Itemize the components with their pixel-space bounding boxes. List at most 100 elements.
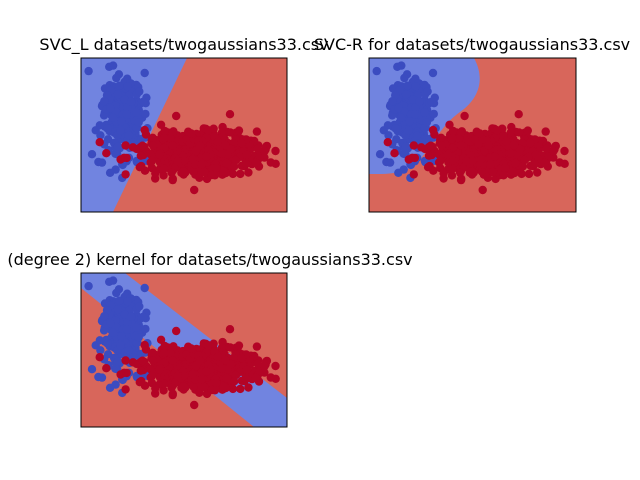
point-class1 [159, 171, 168, 180]
point-class0 [112, 288, 121, 298]
point-class0 [106, 103, 115, 113]
point-class1 [156, 120, 166, 129]
point-class1 [213, 352, 222, 361]
point-class1 [475, 129, 484, 138]
point-class0 [97, 158, 107, 167]
point-class1 [102, 149, 111, 158]
point-class1 [271, 374, 280, 383]
point-class0 [138, 97, 148, 107]
point-class1 [404, 155, 413, 164]
point-class1 [251, 373, 261, 382]
point-class0 [400, 73, 409, 83]
point-class1 [253, 359, 262, 369]
point-class1 [159, 133, 169, 143]
point-class1 [151, 169, 160, 178]
point-class1 [173, 371, 182, 381]
point-class0 [410, 110, 420, 119]
point-class1 [179, 167, 188, 176]
point-class0 [123, 103, 132, 112]
point-class1 [168, 389, 177, 398]
point-class0 [383, 121, 393, 130]
point-class1 [210, 386, 220, 395]
point-class1 [195, 356, 205, 365]
point-class1 [221, 140, 230, 150]
plot-frame [80, 57, 288, 213]
point-class1 [533, 168, 542, 177]
point-class0 [116, 126, 125, 135]
point-class1 [128, 358, 138, 367]
point-class1 [222, 373, 231, 383]
point-class1 [530, 159, 539, 169]
point-class1 [135, 378, 144, 387]
point-class0 [116, 341, 125, 350]
point-class1 [242, 365, 252, 374]
point-class1 [166, 134, 175, 143]
point-class1 [156, 335, 166, 344]
point-class1 [212, 378, 221, 388]
point-class1 [525, 138, 535, 148]
point-class0 [135, 302, 144, 311]
point-class1 [121, 170, 130, 179]
point-class0 [415, 97, 424, 106]
point-class1 [490, 152, 500, 161]
point-class0 [123, 297, 132, 306]
point-class1 [560, 146, 569, 156]
point-class1 [116, 155, 125, 164]
point-class1 [426, 141, 435, 150]
point-class0 [84, 66, 93, 76]
point-class1 [199, 382, 209, 392]
point-class1 [168, 174, 177, 183]
point-class0 [126, 97, 136, 106]
point-class1 [531, 150, 541, 159]
point-class1 [203, 126, 213, 135]
point-class1 [383, 138, 392, 147]
point-class1 [121, 385, 130, 394]
point-class1 [95, 138, 104, 147]
point-class1 [188, 370, 197, 379]
point-class0 [100, 97, 109, 106]
point-class1 [116, 370, 125, 379]
point-class0 [103, 124, 112, 133]
point-class1 [448, 164, 457, 173]
point-class1 [138, 141, 147, 150]
point-class1 [225, 325, 235, 334]
point-class1 [500, 163, 510, 173]
point-class1 [222, 158, 231, 168]
point-class1 [253, 144, 262, 154]
point-class0 [105, 383, 115, 392]
point-class0 [372, 66, 381, 76]
point-class1 [506, 149, 515, 158]
panel-svc-poly2: (degree 2) kernel for datasets/twogaussi… [7, 250, 413, 428]
point-class1 [244, 168, 253, 177]
point-class1 [160, 341, 169, 351]
point-class1 [155, 365, 164, 374]
point-class1 [462, 156, 471, 166]
point-class1 [168, 356, 177, 365]
point-class0 [106, 318, 115, 328]
point-class0 [113, 305, 123, 314]
point-class1 [271, 159, 280, 168]
point-class1 [454, 134, 464, 143]
point-class1 [197, 160, 206, 169]
point-class1 [179, 382, 188, 391]
point-class1 [445, 120, 454, 129]
point-class1 [237, 353, 246, 363]
point-class1 [524, 169, 534, 179]
point-class1 [190, 185, 199, 195]
plot-title: SVC-R for datasets/twogaussians33.csv [314, 35, 630, 54]
point-class0 [95, 121, 105, 130]
point-class1 [244, 383, 253, 392]
point-class1 [187, 344, 196, 353]
point-class1 [226, 343, 235, 352]
point-class0 [95, 336, 105, 345]
point-class1 [507, 167, 517, 176]
point-class1 [210, 171, 220, 180]
point-class1 [424, 151, 434, 160]
point-class0 [141, 109, 150, 119]
point-class1 [147, 371, 157, 381]
point-class0 [108, 276, 118, 285]
point-class1 [226, 128, 235, 137]
plot-title: SVC_L datasets/twogaussians33.csv [39, 35, 328, 55]
point-class1 [189, 167, 198, 176]
point-class1 [138, 356, 147, 365]
